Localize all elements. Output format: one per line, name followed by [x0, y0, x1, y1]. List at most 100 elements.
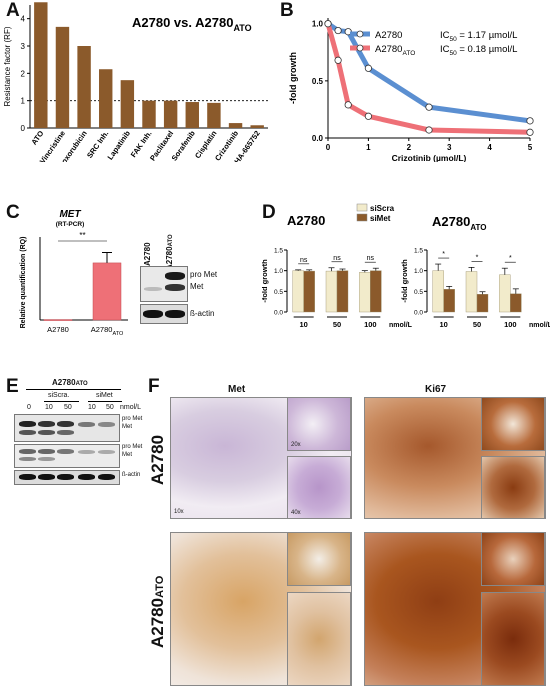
d-annotation: ns [300, 257, 308, 264]
b-legend-ic50: IC50 = 0.18 µmol/L [440, 44, 517, 57]
micrograph-a2780ato-ki67-40x [481, 592, 545, 686]
micrograph-a2780-ki67-40x [481, 456, 545, 519]
d-unit: nmol/L [529, 322, 550, 329]
d-bar [510, 293, 522, 313]
d-category-label: 50 [333, 320, 341, 329]
d-ytick-label: 1.0 [274, 268, 283, 275]
d-ytick-label: 0.0 [414, 310, 423, 317]
d-bar [476, 294, 489, 313]
d-legend-swatch [356, 203, 368, 212]
d-ytick-label: 0.0 [274, 310, 283, 317]
b-xtick-label: 0 [326, 143, 331, 152]
panel-letter-f: F [148, 376, 160, 397]
d-category-label: 100 [504, 320, 517, 329]
d-bar [325, 270, 338, 313]
b-point [425, 103, 433, 111]
b-xtick-label: 3 [447, 143, 452, 152]
b-legend-marker [356, 30, 364, 38]
a-bar [185, 102, 199, 128]
micrograph-a2780ato-met-40x [287, 592, 351, 686]
c-category-label: A2780 [47, 325, 69, 334]
a-bar [207, 102, 221, 128]
a-ytick-label: 2 [21, 69, 26, 78]
blot-c-label-met: Met [190, 282, 204, 291]
panel-c-western-blot: A2780 A2780ATO pro Met Met ß-actin [140, 234, 260, 336]
d-bar [292, 270, 304, 313]
a-bar [77, 46, 91, 128]
b-xlabel: Crizotinib (µmol/L) [392, 153, 467, 162]
d-ytick-label: 1.5 [274, 248, 283, 255]
d-category-label: 10 [439, 320, 447, 329]
c-title: MET [59, 209, 81, 220]
d-ytick-label: 1.5 [414, 248, 423, 255]
b-xtick-label: 4 [487, 143, 492, 152]
panel-e-western-blot: A2780ATO siScra. siMet 0 10 50 10 50 nmo… [8, 376, 143, 486]
b-point [334, 56, 342, 64]
d-annotation: * [509, 255, 512, 262]
blot-e-group-simet: siMet [96, 392, 113, 399]
blot-c-met [140, 266, 188, 302]
panel-b-line-chart: 0.0 0.5 1.0 0 1 2 3 4 5 Crizotinib (µmol/L) -fold … [288, 18, 534, 162]
a-bar [142, 100, 156, 128]
d-bar [432, 270, 444, 313]
d-legend-label: siScra [370, 204, 395, 213]
row-label-a2780: A2780 [148, 434, 167, 485]
col-header-ki67: Ki67 [425, 384, 447, 395]
blot-c-label-promet: pro Met [190, 270, 218, 279]
micrograph-a2780ato-met-20x [287, 532, 351, 586]
blot-e-header: A2780ATO [52, 378, 88, 387]
panel-a-title: A2780 vs. A2780ATO [132, 15, 252, 33]
col-header-met: Met [228, 384, 246, 395]
d-bar [370, 270, 382, 313]
c-significance: ** [79, 231, 85, 240]
blot-e-group-siscra: siScra. [48, 392, 70, 399]
d-ytick-label: 0.5 [414, 289, 423, 296]
d-title: A2780 [287, 213, 325, 228]
d-title: A2780ATO [432, 214, 486, 232]
b-point [526, 128, 534, 136]
d-ylabel: -fold growth [262, 259, 269, 303]
a-bar [163, 100, 178, 128]
a-bar [99, 69, 113, 128]
blot-c-actin [140, 304, 188, 324]
b-ytick-label: 0.0 [312, 134, 324, 143]
blot-e-dose-2: 10 [45, 404, 53, 411]
a-bar [228, 123, 243, 128]
d-annotation: ns [333, 255, 341, 262]
b-legend-name: A2780 [375, 30, 402, 41]
b-legend-name: A2780ATO [375, 44, 415, 57]
blot-e-dose-4: 10 [88, 404, 96, 411]
blot-e-met-2 [14, 444, 120, 468]
b-ylabel: -fold growth [288, 52, 298, 104]
blot-e-dose-1: 0 [27, 404, 31, 411]
b-legend-marker [356, 44, 364, 52]
c-ylabel: Relative quantification (RQ) [20, 237, 27, 329]
d-annotation: * [442, 251, 445, 258]
a-bar [120, 80, 135, 128]
c-bar [43, 319, 73, 321]
panel-letter-b: B [280, 0, 294, 21]
d-category-label: 10 [299, 320, 307, 329]
micrograph-a2780-met-40x: 40x [287, 456, 351, 519]
blot-e-unit: nmol/L [120, 404, 142, 411]
b-point [364, 64, 373, 72]
b-point [425, 126, 433, 134]
b-ytick-label: 1.0 [312, 20, 324, 29]
micrograph-a2780-met-20x: 20x [287, 397, 351, 451]
d-bar [465, 271, 478, 313]
d-bar [359, 272, 371, 313]
d-legend-swatch [356, 213, 368, 222]
blot-c-lane-1: A2780 [143, 242, 152, 266]
b-legend-ic50: IC50 = 1.17 µmol/L [440, 30, 517, 43]
blot-e-actin [14, 470, 120, 485]
a-bar [55, 26, 70, 128]
d-category-label: 50 [473, 320, 481, 329]
d-bar [499, 274, 511, 313]
b-point [526, 117, 534, 125]
a-bar [34, 2, 48, 128]
d-bar [336, 270, 349, 313]
a-ytick-label: 0 [21, 124, 26, 133]
blot-e-met-1 [14, 414, 120, 442]
blot-e-dose-5: 50 [106, 404, 114, 411]
